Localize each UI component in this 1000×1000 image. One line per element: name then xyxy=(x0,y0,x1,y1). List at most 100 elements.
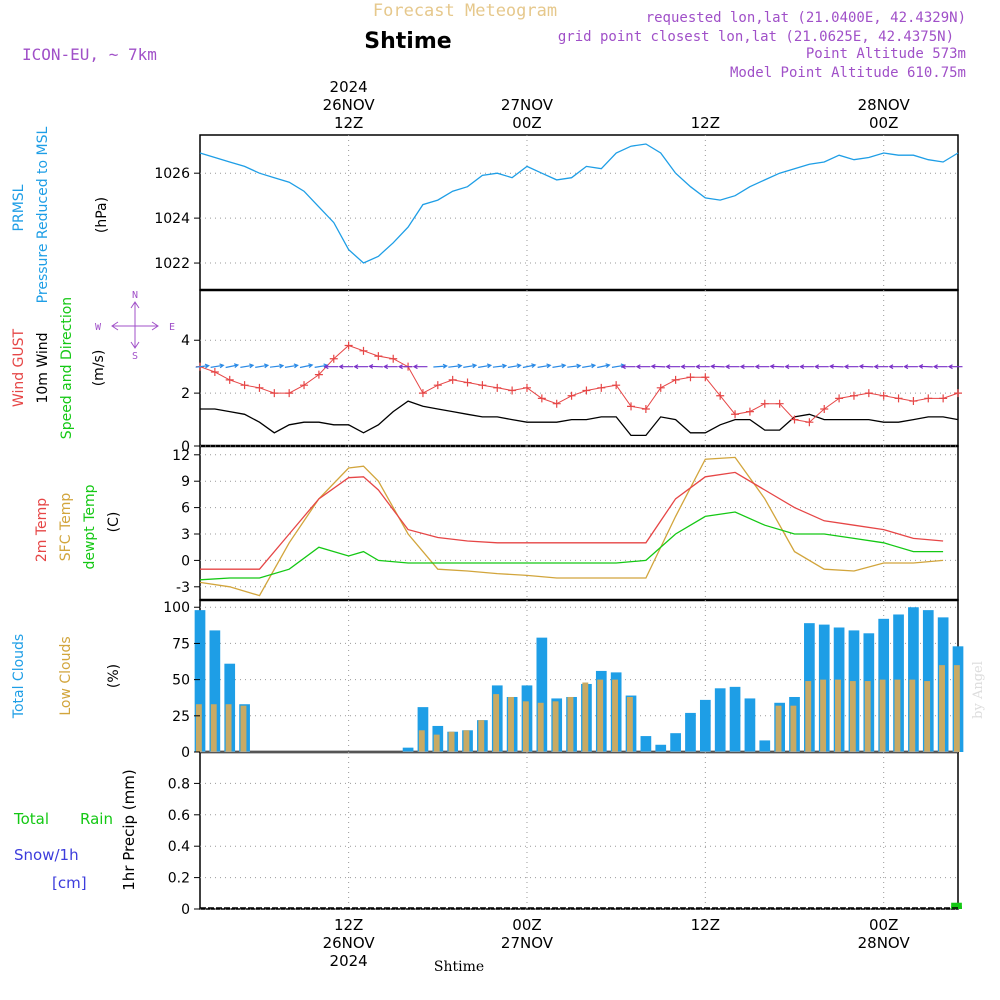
temp2m-label: 2m Temp xyxy=(34,498,50,562)
gust-marker xyxy=(344,341,353,350)
y-tick-label: 9 xyxy=(181,474,190,490)
wind-direction-arrow xyxy=(240,363,255,369)
low-clouds-bar xyxy=(552,701,559,752)
wind-direction-arrow xyxy=(769,364,785,369)
y-tick-label: 0 xyxy=(181,439,190,455)
total-clouds-bar xyxy=(670,733,681,752)
info-gridpoint: grid point closest lon,lat (21.0625E, 42… xyxy=(558,29,954,45)
wind-direction-arrow xyxy=(463,363,478,369)
wind-direction-arrow xyxy=(507,363,522,369)
top-time-label: 00Z xyxy=(869,114,898,132)
wind-unit-label: (m/s) xyxy=(91,350,107,387)
wind-direction-arrow xyxy=(873,364,889,370)
subtitle: Forecast Meteogram xyxy=(373,1,557,21)
top-time-label: 26NOV xyxy=(323,96,376,114)
gust-marker xyxy=(314,370,323,379)
total-clouds-bar xyxy=(640,736,652,752)
y-tick-label: 0.6 xyxy=(168,808,190,824)
compass-west: W xyxy=(95,322,102,333)
compass-east: E xyxy=(169,322,175,333)
wind-direction-arrow xyxy=(353,364,368,370)
low-clouds-bar xyxy=(924,681,931,752)
compass-north: N xyxy=(132,290,138,301)
gust-marker xyxy=(463,378,472,387)
low-clouds-bar xyxy=(448,731,455,752)
low-clouds-bar xyxy=(612,679,618,752)
precip-unit-label: 1hr Precip (mm) xyxy=(120,769,138,890)
wind-direction-arrow xyxy=(888,364,904,370)
y-tick-label: -3 xyxy=(176,580,190,596)
low-clouds-label: Low Clouds xyxy=(58,636,74,715)
low-clouds-bar xyxy=(418,730,425,752)
gust-marker xyxy=(760,399,769,408)
bottom-time-label: 00Z xyxy=(869,916,898,934)
watermark: by Angel xyxy=(971,661,986,719)
wind-direction-arrow xyxy=(382,364,398,370)
wind-direction-arrow xyxy=(828,364,844,369)
gust-marker xyxy=(597,383,606,392)
y-tick-label: 100 xyxy=(163,600,190,616)
compass-arrows-icon xyxy=(111,301,159,349)
wind-direction-arrow xyxy=(397,364,413,370)
low-clouds-bar xyxy=(582,682,589,752)
gust-marker xyxy=(612,381,621,390)
gust-marker xyxy=(300,381,309,390)
wind-direction-arrow xyxy=(478,363,493,369)
wind-direction-arrow xyxy=(799,364,814,370)
wind-direction-arrow xyxy=(918,364,933,369)
low-clouds-bar xyxy=(463,730,470,752)
precip-labels: Total Rain Snow/1h [cm] 1hr Precip (mm) xyxy=(13,769,138,892)
gust-marker xyxy=(522,383,531,392)
low-clouds-bar xyxy=(493,694,500,752)
y-tick-label: 25 xyxy=(172,709,190,725)
gust-marker xyxy=(671,375,680,384)
total-clouds-bar xyxy=(536,637,548,752)
y-tick-label: 6 xyxy=(181,501,190,517)
wind-direction-arrow xyxy=(582,363,597,369)
wind-direction-arrow xyxy=(635,364,651,370)
y-tick-label: 3 xyxy=(181,527,190,543)
low-clouds-bar xyxy=(894,679,901,752)
low-clouds-bar xyxy=(820,679,827,752)
info-altitude: Point Altitude 573m xyxy=(806,46,966,62)
gust-marker xyxy=(745,407,754,416)
total-clouds-bar xyxy=(714,688,726,752)
gust-marker xyxy=(641,404,650,413)
gust-marker xyxy=(359,346,368,355)
low-clouds-bar xyxy=(508,696,514,752)
wind-direction-arrow xyxy=(433,363,448,369)
gust-marker xyxy=(849,391,858,400)
gust-marker xyxy=(285,389,294,398)
wind-direction-arrow xyxy=(680,364,695,370)
temp2m-line xyxy=(200,471,944,570)
gust-marker xyxy=(894,394,903,403)
y-tick-label: 2 xyxy=(181,386,190,402)
low-clouds-bar xyxy=(939,665,945,752)
low-clouds-bar xyxy=(849,681,856,752)
wind-direction-arrow xyxy=(522,363,537,369)
y-tick-label: 0.2 xyxy=(168,871,190,887)
gust-marker xyxy=(909,397,918,406)
pressure-panel xyxy=(199,134,959,291)
gust-marker xyxy=(537,394,546,403)
wind-direction-arrow xyxy=(650,364,666,369)
low-clouds-bar xyxy=(195,704,202,752)
wind-direction-arrow xyxy=(284,363,299,369)
low-clouds-bar xyxy=(522,701,529,752)
bottom-time-label: 2024 xyxy=(330,952,368,970)
top-time-label: 12Z xyxy=(691,114,720,132)
dewpoint-line xyxy=(199,511,944,581)
gust-marker xyxy=(820,404,829,413)
wind-direction-arrow xyxy=(323,364,339,370)
low-clouds-bar xyxy=(537,702,544,752)
rain-label: Rain xyxy=(80,810,113,828)
total-clouds-bar xyxy=(194,610,206,752)
wind-direction-arrow xyxy=(492,363,508,369)
bottom-time-label: 26NOV xyxy=(323,934,376,952)
bottom-time-label: 28NOV xyxy=(858,934,911,952)
wind-direction-arrow xyxy=(858,364,874,369)
gust-marker xyxy=(255,383,264,392)
gust-marker xyxy=(240,381,249,390)
total-clouds-bar xyxy=(402,747,414,752)
